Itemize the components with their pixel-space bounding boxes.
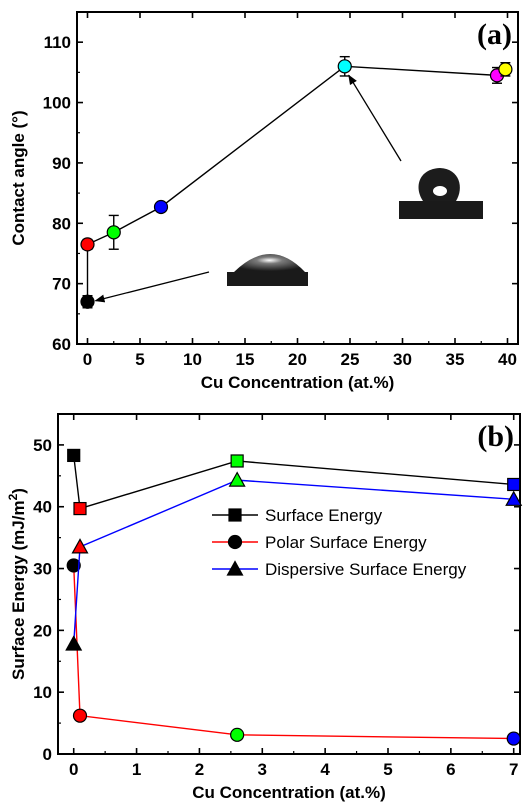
droplet — [234, 254, 305, 272]
x-tick-label: 5 — [135, 350, 144, 369]
y-axis-label-sup: 2 — [6, 493, 20, 500]
data-point — [71, 538, 89, 554]
data-point — [73, 501, 87, 516]
x-tick-label: 30 — [393, 350, 412, 369]
annotations — [94, 74, 483, 303]
arrow-round-droplet — [348, 74, 402, 162]
x-tick-label: 5 — [383, 760, 392, 779]
x-axis-label: Cu Concentration (at.%) — [201, 373, 395, 392]
x-axis-ticks: 0 5 10 15 20 25 30 35 40 — [83, 12, 517, 369]
arrow-flat-droplet — [94, 271, 210, 303]
x-tick-label: 15 — [236, 350, 255, 369]
panel-label: (b) — [477, 420, 514, 453]
y-tick-label: 10 — [33, 683, 52, 702]
series-line — [73, 565, 514, 740]
legend-label: Surface Energy — [265, 506, 383, 525]
series-line — [73, 479, 514, 645]
data-point — [72, 708, 88, 723]
substrate — [399, 201, 483, 219]
y-tick-label: 90 — [52, 154, 71, 173]
legend-marker — [228, 508, 242, 522]
chart-a: 0 5 10 15 20 25 30 35 40 60 70 80 90 100 110 Cu Concent… — [9, 11, 519, 392]
y-tick-label: 80 — [52, 214, 71, 233]
data-point — [80, 237, 95, 252]
data-point — [230, 727, 245, 742]
y-axis-ticks: 0 10 20 30 40 50 — [33, 436, 520, 764]
x-tick-label: 2 — [195, 760, 204, 779]
droplet — [418, 168, 460, 201]
y-axis-label: Surface Energy (mJ/m2) — [6, 488, 28, 680]
series-circle — [66, 558, 521, 746]
x-tick-label: 10 — [183, 350, 202, 369]
x-tick-label: 4 — [320, 760, 330, 779]
x-tick-label: 0 — [83, 350, 92, 369]
data-point — [153, 199, 169, 215]
x-tick-label: 7 — [509, 760, 518, 779]
y-tick-label: 20 — [33, 621, 52, 640]
legend-marker — [226, 560, 244, 576]
x-tick-label: 35 — [446, 350, 465, 369]
plot-frame — [57, 413, 521, 755]
droplet-image-flat — [227, 252, 308, 286]
substrate — [227, 272, 308, 286]
data-point — [80, 294, 95, 309]
x-tick-label: 20 — [288, 350, 307, 369]
x-tick-label: 3 — [258, 760, 267, 779]
data-point — [505, 490, 523, 506]
legend-label: Dispersive Surface Energy — [265, 560, 467, 579]
y-tick-label: 50 — [33, 436, 52, 455]
data-point — [106, 225, 121, 240]
y-axis-label-main: Surface Energy (mJ/m — [9, 500, 28, 680]
chart-b: 0 1 2 3 4 5 6 7 0 10 20 30 40 50 Cu Concentration (at.… — [6, 413, 523, 802]
legend-marker — [227, 534, 243, 550]
data-point — [507, 477, 521, 492]
series-line — [73, 455, 514, 510]
x-tick-label: 6 — [446, 760, 455, 779]
droplet-highlight — [433, 186, 447, 196]
x-axis-ticks: 0 1 2 3 4 5 6 7 — [69, 414, 518, 779]
data-point — [230, 454, 244, 468]
y-tick-label: 60 — [52, 335, 71, 354]
y-axis-ticks: 60 70 80 90 100 110 — [43, 33, 518, 354]
data-point — [65, 635, 83, 651]
y-axis-label-tail: ) — [9, 488, 28, 494]
x-tick-label: 0 — [69, 760, 78, 779]
x-tick-label: 25 — [341, 350, 360, 369]
data-point — [67, 448, 81, 463]
panel-label: (a) — [477, 18, 512, 51]
data-point — [506, 731, 521, 746]
x-tick-label: 40 — [498, 350, 517, 369]
y-tick-label: 110 — [44, 33, 71, 52]
y-tick-label: 70 — [52, 275, 71, 294]
data-point — [66, 558, 81, 573]
data-point — [228, 471, 246, 487]
series-triangle — [65, 471, 523, 651]
droplet-image-round — [399, 163, 483, 219]
data-point — [498, 62, 513, 77]
series-square — [67, 448, 521, 516]
x-axis-label: Cu Concentration (at.%) — [192, 783, 386, 802]
y-tick-label: 40 — [33, 498, 52, 517]
y-tick-label: 30 — [33, 560, 52, 579]
y-tick-label: 0 — [43, 745, 52, 764]
y-axis-label: Contact angle (°) — [9, 110, 28, 245]
legend: Surface Energy Polar Surface Energy Disper… — [212, 506, 467, 579]
x-tick-label: 1 — [132, 760, 141, 779]
y-tick-label: 100 — [43, 94, 71, 113]
legend-label: Polar Surface Energy — [265, 533, 427, 552]
series-points — [80, 55, 513, 309]
data-point — [337, 59, 352, 74]
